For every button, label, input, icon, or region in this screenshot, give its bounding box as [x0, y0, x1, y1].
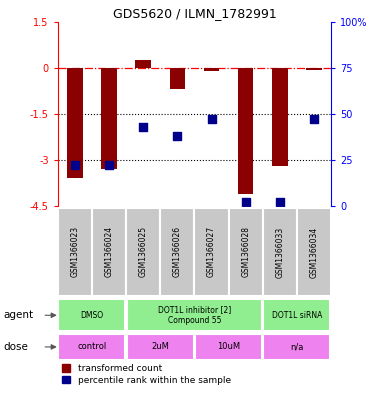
Text: DOT1L siRNA: DOT1L siRNA [272, 311, 322, 320]
Text: control: control [77, 342, 107, 351]
Bar [204, 68, 219, 72]
FancyBboxPatch shape [297, 208, 331, 296]
Text: GSM1366025: GSM1366025 [139, 226, 148, 277]
Bar [238, 68, 253, 194]
Point [208, 116, 214, 122]
Text: GSM1366026: GSM1366026 [173, 226, 182, 277]
FancyBboxPatch shape [263, 299, 330, 331]
Title: GDS5620 / ILMN_1782991: GDS5620 / ILMN_1782991 [112, 7, 276, 20]
Text: GSM1366027: GSM1366027 [207, 226, 216, 277]
Bar [67, 68, 82, 178]
FancyBboxPatch shape [59, 334, 126, 360]
Point [106, 162, 112, 169]
FancyBboxPatch shape [229, 208, 263, 296]
Bar [306, 68, 322, 70]
FancyBboxPatch shape [59, 299, 126, 331]
Point [311, 116, 317, 122]
Text: n/a: n/a [290, 342, 304, 351]
FancyBboxPatch shape [92, 208, 126, 296]
Bar [136, 60, 151, 68]
FancyBboxPatch shape [263, 334, 330, 360]
Text: GSM1366024: GSM1366024 [104, 226, 114, 277]
Bar [272, 68, 288, 166]
Text: agent: agent [4, 310, 34, 320]
FancyBboxPatch shape [263, 208, 297, 296]
FancyBboxPatch shape [160, 208, 194, 296]
Point [243, 199, 249, 205]
FancyBboxPatch shape [58, 208, 92, 296]
Text: GSM1366033: GSM1366033 [275, 226, 285, 277]
Bar [170, 68, 185, 89]
Text: DMSO: DMSO [80, 311, 104, 320]
Text: GSM1366023: GSM1366023 [70, 226, 79, 277]
Bar [101, 68, 117, 169]
Point [277, 199, 283, 205]
FancyBboxPatch shape [127, 334, 194, 360]
Legend: transformed count, percentile rank within the sample: transformed count, percentile rank withi… [59, 361, 234, 388]
Point [140, 123, 146, 130]
Text: DOT1L inhibitor [2]
Compound 55: DOT1L inhibitor [2] Compound 55 [158, 306, 231, 325]
Point [174, 133, 181, 139]
FancyBboxPatch shape [194, 208, 229, 296]
Text: 10uM: 10uM [217, 342, 240, 351]
FancyBboxPatch shape [127, 299, 262, 331]
Point [72, 162, 78, 169]
Text: dose: dose [4, 342, 29, 352]
Text: 2uM: 2uM [151, 342, 169, 351]
FancyBboxPatch shape [126, 208, 160, 296]
Text: GSM1366034: GSM1366034 [310, 226, 318, 277]
Text: GSM1366028: GSM1366028 [241, 226, 250, 277]
FancyBboxPatch shape [195, 334, 262, 360]
